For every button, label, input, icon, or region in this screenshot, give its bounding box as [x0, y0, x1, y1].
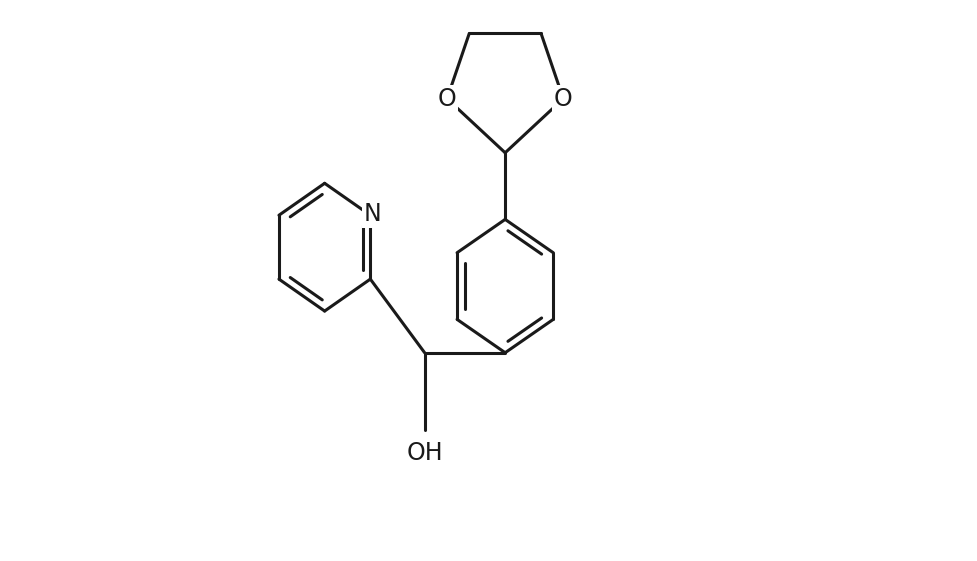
Text: N: N: [363, 202, 381, 226]
Text: OH: OH: [406, 441, 443, 465]
Text: O: O: [438, 87, 456, 111]
Text: O: O: [554, 87, 573, 111]
